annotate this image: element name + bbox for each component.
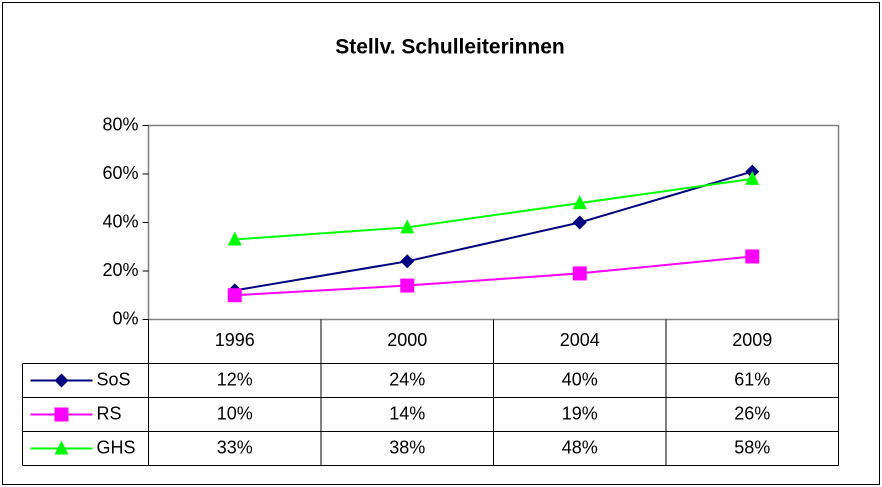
plot-area <box>147 124 840 321</box>
table-value: 19% <box>562 403 598 423</box>
y-tick-label: 40% <box>102 211 138 231</box>
table-value: 48% <box>562 437 598 457</box>
marker <box>572 215 587 230</box>
series-line <box>234 255 753 297</box>
table-value: 38% <box>389 437 425 457</box>
table-value: 58% <box>734 437 770 457</box>
marker <box>572 266 587 281</box>
y-tick-label: 80% <box>102 114 138 134</box>
marker <box>400 278 415 293</box>
series-line <box>234 170 753 292</box>
x-tick-label: 2000 <box>387 330 427 350</box>
chart-title: Stellv. Schulleiterinnen <box>335 36 565 59</box>
marker <box>227 288 242 303</box>
table-value: 14% <box>389 403 425 423</box>
marker <box>54 440 69 455</box>
marker <box>400 219 415 234</box>
series-line <box>234 177 753 241</box>
marker <box>572 195 587 210</box>
marker <box>745 249 760 264</box>
marker <box>745 170 760 185</box>
table-value: 12% <box>217 369 253 389</box>
x-tick-label: 1996 <box>215 330 255 350</box>
legend-label: SoS <box>97 369 131 389</box>
x-tick-label: 2009 <box>732 330 772 350</box>
table-value: 10% <box>217 403 253 423</box>
y-tick-label: 0% <box>112 308 138 328</box>
y-tick-label: 60% <box>102 163 138 183</box>
x-tick-label: 2004 <box>560 330 600 350</box>
table-value: 61% <box>734 369 770 389</box>
marker <box>400 254 415 269</box>
legend-label: GHS <box>97 437 136 457</box>
marker <box>54 407 69 422</box>
y-tick-label: 20% <box>102 260 138 280</box>
table-value: 26% <box>734 403 770 423</box>
legend-label: RS <box>97 403 122 423</box>
table-value: 24% <box>389 369 425 389</box>
table-value: 40% <box>562 369 598 389</box>
marker <box>54 373 69 388</box>
table-value: 33% <box>217 437 253 457</box>
marker <box>227 231 242 246</box>
